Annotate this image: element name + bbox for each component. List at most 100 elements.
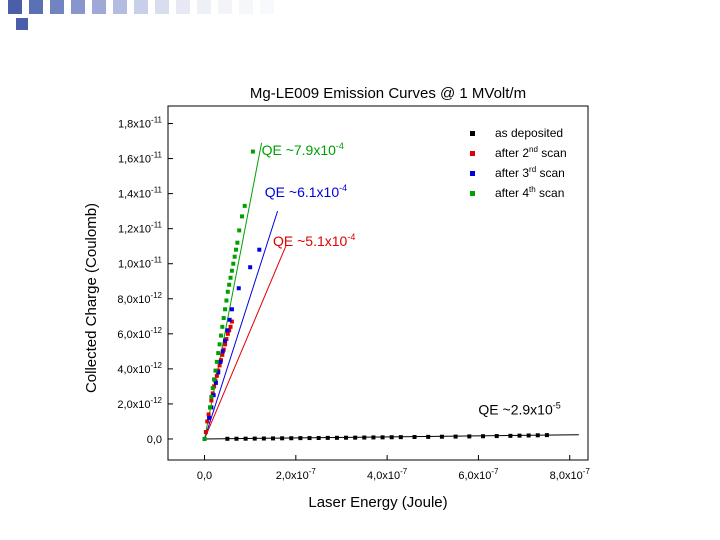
data-point-series-2: [257, 247, 262, 252]
fit-line-series-1: [204, 246, 287, 440]
data-point-series-0: [389, 435, 394, 440]
header-square: [29, 0, 43, 14]
y-tick-label: 6,0x10-12: [117, 326, 162, 341]
data-point-series-0: [526, 433, 531, 438]
data-point-series-3: [212, 377, 217, 382]
data-point-series-2: [211, 393, 216, 398]
legend-marker-series-2: [470, 171, 475, 176]
data-point-series-2: [213, 380, 218, 385]
y-tick-label: 1,8x10-11: [118, 116, 163, 131]
data-point-series-3: [228, 275, 233, 280]
legend-marker-series-0: [470, 131, 475, 136]
data-point-series-0: [325, 435, 330, 440]
data-point-series-0: [307, 436, 312, 441]
data-point-series-0: [380, 435, 385, 440]
header-square: [8, 0, 22, 14]
data-point-series-0: [467, 434, 472, 439]
data-point-series-3: [216, 351, 221, 356]
data-point-series-0: [439, 434, 444, 439]
data-point-series-0: [316, 435, 321, 440]
data-point-series-3: [227, 282, 232, 287]
data-point-series-3: [214, 359, 219, 364]
header-square: [176, 0, 190, 14]
y-tick-label: 0,0: [147, 434, 162, 446]
data-point-series-2: [227, 317, 232, 322]
data-point-series-2: [248, 265, 253, 270]
y-tick-label: 4,0x10-12: [117, 361, 162, 376]
data-point-series-0: [298, 436, 303, 441]
data-point-series-1: [206, 412, 211, 417]
data-point-series-0: [517, 433, 522, 438]
qe-annotation: QE ~7.9x10-4: [262, 141, 344, 158]
data-point-series-3: [225, 289, 230, 294]
data-point-series-2: [229, 307, 234, 312]
data-point-series-3: [213, 368, 218, 373]
data-point-series-3: [237, 228, 242, 233]
data-point-series-1: [217, 363, 222, 368]
data-point-series-3: [224, 298, 229, 303]
data-point-series-1: [205, 419, 210, 424]
header-square: [71, 0, 85, 14]
qe-annotation: QE ~6.1x10-4: [265, 183, 347, 200]
header-square: [218, 0, 232, 14]
data-point-series-3: [218, 333, 223, 338]
data-point-series-0: [508, 433, 513, 438]
legend-label-series-3: after 4th scan: [495, 185, 564, 200]
data-point-series-1: [209, 398, 214, 403]
header-square: [239, 0, 253, 14]
header-square: [113, 0, 127, 14]
data-point-series-3: [235, 240, 240, 245]
data-point-series-0: [544, 433, 549, 438]
y-tick-label: 1,6x10-11: [118, 151, 163, 166]
data-point-series-3: [231, 261, 236, 266]
y-axis-title: Collected Charge (Coulomb): [83, 203, 100, 393]
data-point-series-3: [242, 203, 247, 208]
header-square: [260, 0, 274, 14]
data-point-series-3: [239, 214, 244, 219]
data-point-series-1: [220, 352, 225, 357]
header-square: [197, 0, 211, 14]
data-point-series-0: [243, 436, 248, 441]
data-point-series-0: [481, 434, 485, 439]
y-tick-label: 1,4x10-11: [118, 186, 163, 201]
header-square: [50, 0, 64, 14]
header-square: [155, 0, 169, 14]
data-point-series-0: [398, 435, 403, 440]
x-tick-label: 2,0x10-7: [276, 467, 317, 482]
data-point-series-0: [289, 436, 294, 441]
x-tick-label: 6,0x10-7: [458, 467, 499, 482]
y-tick-label: 1,2x10-11: [118, 221, 163, 236]
data-point-series-3: [234, 247, 239, 252]
data-point-series-0: [261, 436, 266, 441]
legend-marker-series-1: [470, 151, 475, 156]
header-square: [134, 0, 148, 14]
data-point-series-0: [252, 436, 257, 441]
data-point-series-3: [250, 149, 255, 154]
data-point-series-0: [353, 435, 358, 440]
data-point-series-2: [207, 415, 212, 420]
x-axis-title: Laser Energy (Joule): [308, 494, 447, 511]
data-point-series-3: [202, 436, 207, 441]
data-point-series-0: [234, 436, 239, 441]
data-point-series-0: [371, 435, 376, 440]
data-point-series-0: [412, 435, 417, 440]
qe-annotation: QE ~2.9x10-5: [478, 400, 560, 417]
data-point-series-2: [223, 338, 228, 343]
data-point-series-3: [232, 254, 237, 259]
data-point-series-0: [344, 435, 349, 440]
data-point-series-0: [225, 436, 230, 441]
data-point-series-1: [229, 319, 234, 324]
legend-label-series-0: as deposited: [495, 126, 563, 140]
data-point-series-2: [225, 328, 230, 333]
data-point-series-1: [203, 429, 208, 434]
data-point-series-1: [214, 373, 219, 378]
data-point-series-0: [426, 434, 431, 439]
data-point-series-0: [280, 436, 285, 441]
data-point-series-2: [216, 370, 221, 375]
y-tick-label: 2,0x10-12: [117, 396, 162, 411]
x-tick-label: 4,0x10-7: [367, 467, 408, 482]
data-point-series-1: [223, 342, 228, 347]
data-point-series-3: [223, 307, 228, 312]
